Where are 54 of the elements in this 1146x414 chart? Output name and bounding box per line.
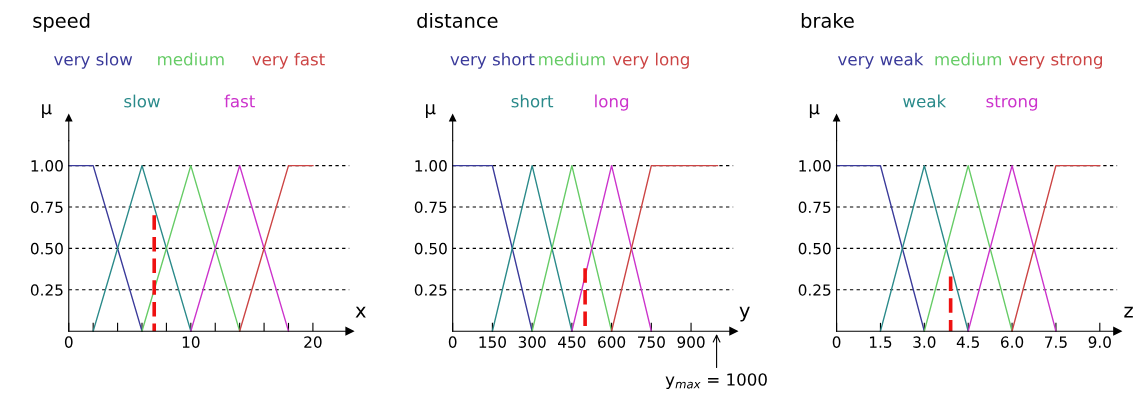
- text: very long: [612, 52, 689, 69]
- y-axis-title: μ: [426, 104, 436, 118]
- x-axis-title: x: [355, 306, 366, 318]
- x-axis-title: z: [1124, 306, 1133, 318]
- x-tick-label: 750: [638, 336, 665, 348]
- x-tick-label: 0: [832, 336, 841, 348]
- y-tick-label: 1.00: [415, 160, 447, 172]
- text: slow: [124, 94, 160, 108]
- text: very slow: [54, 52, 133, 69]
- text: fast: [224, 94, 255, 108]
- text: y$_{max}$ = 1000: [665, 373, 767, 390]
- chart-title: brake: [801, 12, 854, 28]
- y-tick-label: 1.00: [31, 160, 63, 172]
- x-tick-label: 0: [448, 336, 457, 348]
- y-axis-title: μ: [809, 104, 820, 118]
- y-tick-label: 0.75: [798, 201, 831, 214]
- x-tick-label: 600: [598, 336, 626, 348]
- text: very short: [450, 52, 535, 69]
- x-tick-label: 4.5: [956, 336, 980, 348]
- y-tick-label: 0.50: [30, 242, 63, 255]
- y-tick-label: 0.25: [798, 284, 831, 296]
- x-tick-label: 20: [304, 336, 322, 348]
- text: weak: [903, 94, 947, 108]
- y-tick-label: 0.50: [414, 242, 447, 255]
- text: medium: [539, 52, 605, 66]
- text: very weak: [838, 52, 924, 69]
- chart-title: speed: [33, 12, 90, 32]
- y-tick-label: 0.25: [30, 284, 63, 296]
- x-tick-label: 0: [64, 336, 73, 348]
- x-tick-label: 6.0: [1000, 336, 1024, 348]
- y-tick-label: 0.75: [30, 201, 63, 214]
- x-tick-label: 900: [677, 336, 705, 348]
- x-tick-label: 9.0: [1088, 336, 1111, 348]
- text: short: [511, 94, 554, 108]
- x-tick-label: 10: [182, 336, 200, 348]
- x-tick-label: 7.5: [1045, 336, 1067, 348]
- x-tick-label: 1.5: [869, 336, 892, 348]
- y-tick-label: 0.50: [798, 242, 831, 255]
- text: long: [595, 94, 629, 111]
- y-tick-label: 0.75: [414, 201, 447, 214]
- x-tick-label: 3.0: [913, 336, 936, 348]
- x-axis-title: y: [739, 306, 750, 322]
- y-tick-label: 0.25: [414, 284, 447, 296]
- x-tick-label: 150: [479, 336, 506, 348]
- text: medium: [158, 52, 224, 66]
- text: very strong: [1008, 53, 1102, 69]
- x-tick-label: 450: [558, 336, 586, 348]
- y-tick-label: 1.00: [799, 160, 831, 172]
- y-axis-title: μ: [42, 104, 52, 118]
- text: medium: [935, 52, 1002, 66]
- text: very fast: [252, 52, 325, 69]
- text: strong: [986, 95, 1038, 111]
- chart-title: distance: [417, 12, 498, 28]
- x-tick-label: 300: [518, 336, 546, 348]
